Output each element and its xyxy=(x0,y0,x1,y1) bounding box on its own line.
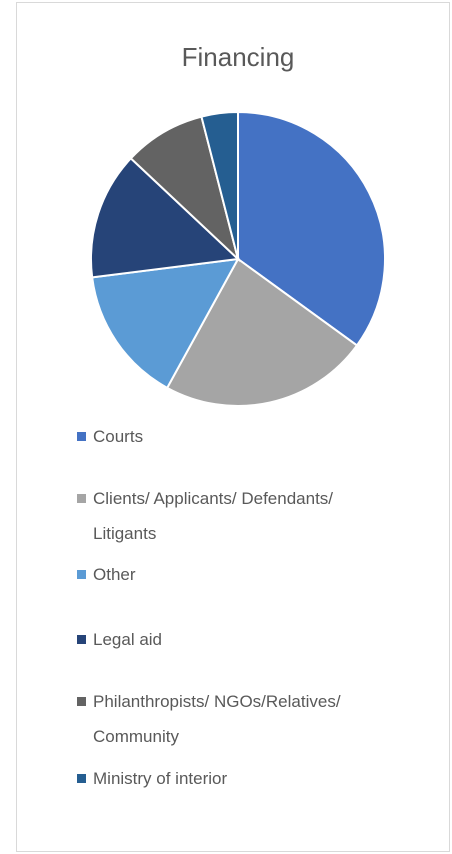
pie-slice xyxy=(91,257,240,390)
legend-swatch xyxy=(77,570,86,579)
legend-label: Legal aid xyxy=(93,630,163,649)
legend-swatch xyxy=(77,774,86,783)
chart: Financing xyxy=(90,42,386,407)
pie-slice xyxy=(90,156,241,279)
legend-swatch xyxy=(77,494,86,503)
legend-swatch xyxy=(77,432,86,441)
chart-card: Financing Courts Clients/ Applicants/ Def… xyxy=(16,2,450,852)
pie-slice xyxy=(237,110,386,347)
legend-swatch xyxy=(77,635,86,644)
pie-slice xyxy=(200,110,239,260)
legend-swatch xyxy=(77,697,86,706)
pie-slice xyxy=(129,115,240,263)
legend-label: Other xyxy=(93,565,136,584)
legend-label: Ministry of interior xyxy=(93,769,228,788)
legend-label: Courts xyxy=(93,427,144,446)
chart-title: Financing xyxy=(182,42,295,72)
legend-label: Clients/ Applicants/ Defendants/ Litigan… xyxy=(93,489,334,543)
legend-label: Philanthropists/ NGOs/Relatives/ Communi… xyxy=(93,692,341,746)
pie-slice xyxy=(165,257,359,407)
